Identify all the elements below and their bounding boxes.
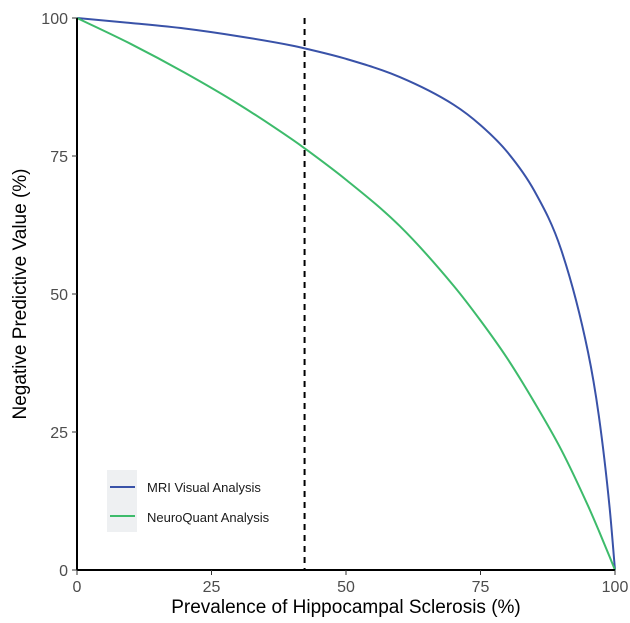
series-line-mri-visual-analysis [76, 17, 616, 571]
y-tick-label: 25 [50, 425, 68, 442]
y-tick-label: 75 [50, 149, 68, 166]
x-tick-label: 75 [472, 579, 490, 596]
x-tick-label: 0 [73, 579, 82, 596]
x-tick-label: 50 [337, 579, 355, 596]
y-axis-title: Negative Predictive Value (%) [10, 169, 31, 420]
series-layer [76, 17, 616, 571]
y-tick-label: 0 [59, 563, 68, 580]
series-line-neuroquant-analysis [76, 17, 616, 571]
x-axis-title: Prevalence of Hippocampal Sclerosis (%) [171, 597, 521, 618]
ticks-layer: 0 25 50 75 100 0 25 50 75 100 [41, 11, 628, 596]
legend-label-neuroquant: NeuroQuant Analysis [147, 510, 270, 525]
legend-background [107, 470, 137, 532]
legend: MRI Visual Analysis NeuroQuant Analysis [107, 470, 270, 532]
legend-label-mri: MRI Visual Analysis [147, 480, 261, 495]
y-tick-label: 100 [41, 11, 68, 28]
x-tick-label: 100 [602, 579, 629, 596]
x-tick-label: 25 [203, 579, 221, 596]
y-tick-label: 50 [50, 287, 68, 304]
